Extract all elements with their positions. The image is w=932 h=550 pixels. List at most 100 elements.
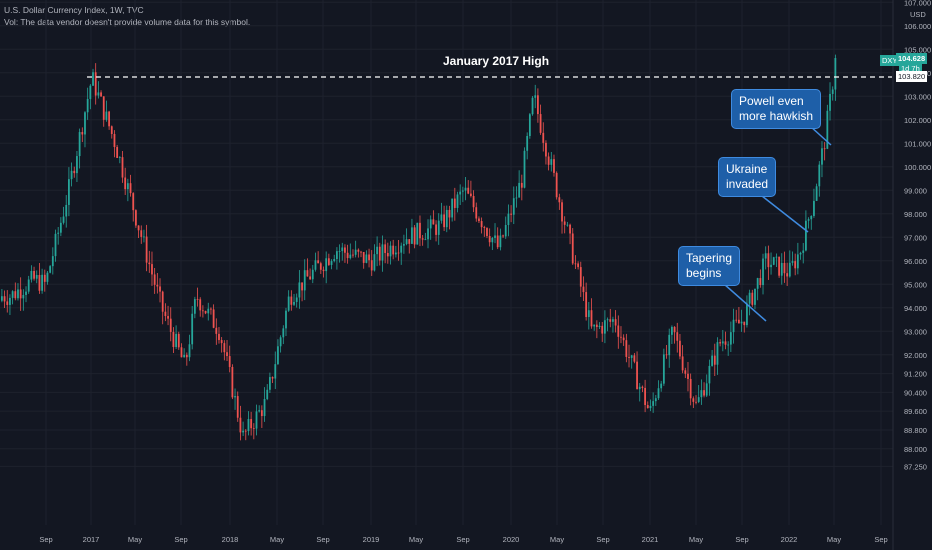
candle-body [413,227,416,245]
candle-body [499,235,502,248]
candle-body [132,193,135,211]
candle-body [220,340,223,344]
candle-body [703,390,705,396]
candle-body [263,399,266,417]
candle-body [652,401,655,406]
x-tick-label: 2018 [222,535,239,544]
ukraine-annotation: Ukraine invaded [718,157,777,197]
candle-body [582,286,585,293]
candle-body [62,216,65,223]
candle-body [175,333,177,347]
candle-body [738,319,740,324]
candle-body [435,224,437,235]
candle-body [748,292,751,304]
candle-body [352,254,354,256]
x-tick-label: May [550,535,564,544]
candle-body [636,361,638,390]
candle-body [285,310,287,329]
candle-body [250,419,253,429]
candle-body [523,150,526,188]
candle-body [770,264,772,268]
candle-body [143,236,145,238]
y-tick-label: 89.600 [904,407,927,416]
candle-body [199,299,202,311]
candle-body [252,428,255,429]
candle-body [577,263,579,268]
x-tick-label: 2021 [642,535,659,544]
candle-body [408,239,411,244]
candle-body [601,325,604,334]
candle-body [354,249,357,255]
candle-body [791,261,794,263]
candle-body [153,274,156,285]
candle-body [724,341,727,345]
x-tick-label: Sep [874,535,887,544]
y-tick-label: 91.200 [904,370,927,379]
candle-body [349,254,352,259]
candle-body [346,252,349,259]
candle-body [43,274,46,282]
candle-body [70,170,73,180]
candle-body [662,354,665,384]
candle-body [638,386,641,390]
candle-body [700,390,703,398]
time-axis[interactable]: Sep 2017 May Sep 2018 May Sep 2019 May Sep 2020 May… [39,535,887,544]
candle-body [520,182,523,188]
x-tick-label: Sep [456,535,469,544]
candle-body [796,254,799,269]
candle-body [681,356,684,371]
candle-body [118,157,121,158]
candle-body [756,278,759,289]
candle-body [370,260,373,271]
candle-body [456,194,459,208]
candle-body [59,222,62,233]
candle-body [660,383,663,389]
candle-body [403,244,405,246]
candle-body [443,214,445,228]
candle-body [429,219,432,229]
y-tick-label: 87.250 [904,462,927,471]
chart-title: U.S. Dollar Currency Index, 1W, TVC [4,5,144,15]
candle-body [762,258,764,286]
price-axis[interactable]: 107.000106.000105.000104.000103.000102.0… [892,0,931,550]
candle-body [151,264,153,275]
grid-lines [0,0,893,525]
candle-body [25,291,27,295]
y-tick-label: 99.000 [904,186,927,195]
candle-body [512,198,515,215]
candle-body [260,410,263,417]
candle-body [394,252,397,255]
candle-body [247,419,250,432]
candle-body [708,365,711,384]
candle-body [277,346,279,365]
candle-body [336,251,338,260]
candle-body [46,272,49,282]
currency-label: USD [910,10,926,19]
candle-body [440,214,443,221]
candle-body [448,209,451,218]
candle-body [226,352,228,357]
candle-body [244,430,247,432]
candle-body [625,340,628,357]
candle-body [338,251,341,252]
candle-body [344,247,346,253]
x-tick-label: May [128,535,142,544]
candle-body [478,218,480,222]
candle-body [831,89,834,94]
x-tick-label: May [827,535,841,544]
candle-body [654,398,657,402]
candle-body [697,397,700,402]
candle-body [373,254,376,271]
candle-body [172,331,175,347]
candle-body [595,324,598,328]
candle-body [290,296,293,305]
candle-body [386,252,389,257]
candle-body [19,289,22,299]
x-tick-label: Sep [39,535,52,544]
candle-body [719,342,722,344]
candle-body [641,386,644,388]
candle-body [234,396,236,398]
candle-body [547,156,550,165]
candle-body [606,319,609,321]
